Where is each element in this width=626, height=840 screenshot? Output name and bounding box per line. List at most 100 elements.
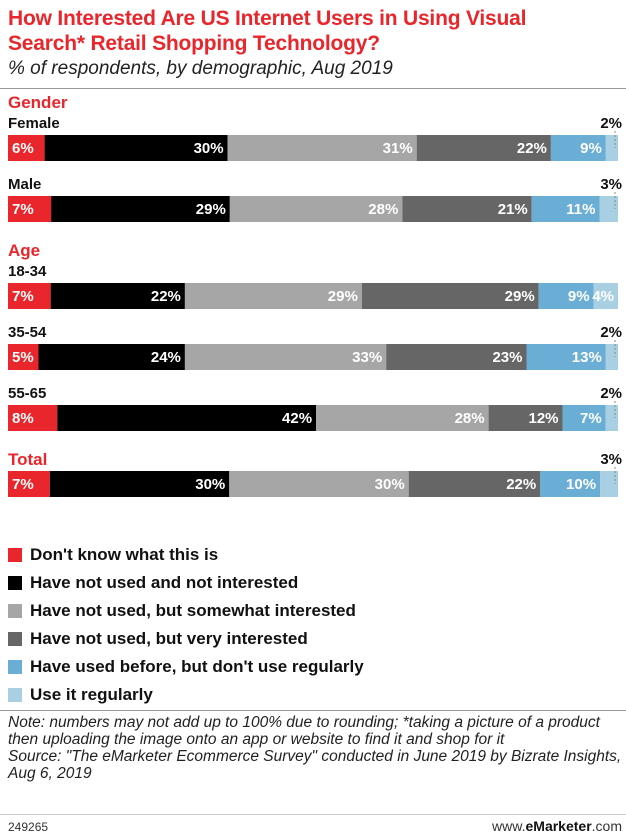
bar-segment	[8, 344, 39, 370]
group-label: Age	[8, 241, 40, 260]
data-label: 30%	[194, 140, 224, 157]
data-label: 12%	[529, 410, 559, 427]
legend-swatch	[8, 604, 22, 618]
bar-segment	[605, 135, 618, 161]
legend-item: Have not used, but somewhat interested	[8, 597, 364, 625]
bar-segment	[562, 405, 606, 431]
data-label: 21%	[498, 201, 528, 218]
data-label: 23%	[492, 349, 522, 366]
legend-swatch	[8, 688, 22, 702]
group-label: Gender	[8, 93, 68, 112]
bar-segment	[8, 135, 45, 161]
chart-legend: Don't know what this is Have not used an…	[8, 541, 364, 709]
group-label: Total	[8, 450, 47, 469]
bar-segment	[408, 471, 541, 497]
legend-label: Don't know what this is	[30, 545, 219, 564]
bar-segment	[8, 283, 51, 309]
data-label: 2%	[600, 385, 622, 402]
data-label: 30%	[375, 476, 405, 493]
bar-segment	[538, 283, 594, 309]
bar-segment	[593, 283, 618, 309]
data-label: 28%	[455, 410, 485, 427]
brand-suffix: .com	[591, 818, 622, 834]
bar-segment	[8, 196, 52, 222]
row-label: Female	[8, 115, 60, 132]
data-label: 3%	[600, 451, 622, 468]
legend-item: Don't know what this is	[8, 541, 364, 569]
data-label: 29%	[505, 288, 535, 305]
legend-swatch	[8, 632, 22, 646]
legend-item: Have not used and not interested	[8, 569, 364, 597]
brand-name: eMarketer	[525, 818, 592, 834]
data-label: 33%	[352, 349, 382, 366]
row-label: 18-34	[8, 263, 47, 280]
data-label: 8%	[12, 410, 34, 427]
bar-segment	[386, 344, 527, 370]
legend-item: Have used before, but don't use regularl…	[8, 653, 364, 681]
data-label: 29%	[196, 201, 226, 218]
row-label: 35-54	[8, 324, 47, 341]
data-label: 24%	[151, 349, 181, 366]
bar-segment	[605, 344, 618, 370]
data-label: 11%	[566, 201, 595, 218]
legend-swatch	[8, 576, 22, 590]
data-label: 7%	[12, 201, 34, 218]
legend-swatch	[8, 660, 22, 674]
bar-segment	[38, 344, 185, 370]
data-label: 9%	[568, 288, 590, 305]
legend-swatch	[8, 548, 22, 562]
data-label: 7%	[12, 476, 34, 493]
bar-segment	[599, 196, 618, 222]
brand-prefix: www.	[492, 818, 526, 834]
data-label: 10%	[566, 476, 596, 493]
data-label: 7%	[580, 410, 602, 427]
data-label: 2%	[600, 115, 622, 132]
bar-segment	[605, 405, 618, 431]
bar-segment	[50, 283, 185, 309]
data-label: 4%	[592, 288, 614, 305]
bar-segment	[227, 135, 417, 161]
bar-segment	[526, 344, 606, 370]
bar-segment	[316, 405, 489, 431]
legend-label: Use it regularly	[30, 685, 153, 704]
data-label: 42%	[282, 410, 312, 427]
bar-segment	[550, 135, 606, 161]
bar-segment	[540, 471, 601, 497]
legend-label: Have used before, but don't use regularl…	[30, 657, 364, 676]
legend-label: Have not used, but somewhat interested	[30, 601, 356, 620]
bar-segment	[8, 471, 50, 497]
legend-item: Have not used, but very interested	[8, 625, 364, 653]
chart-title-line-2: Search* Retail Shopping Technology?	[8, 32, 380, 55]
data-label: 30%	[195, 476, 225, 493]
bar-segment	[361, 283, 539, 309]
data-label: 13%	[572, 349, 602, 366]
legend-label: Have not used, but very interested	[30, 629, 308, 648]
source-line: Source: "The eMarketer Ecommerce Survey"…	[8, 748, 622, 782]
brand-logo[interactable]: www.eMarketer.com	[492, 818, 622, 834]
bar-segment	[229, 471, 409, 497]
data-label: 6%	[12, 140, 34, 157]
bar-segment	[184, 283, 362, 309]
chart-title: How Interested Are US Internet Users in …	[8, 6, 620, 56]
row-label: 55-65	[8, 385, 46, 402]
legend-label: Have not used and not interested	[30, 573, 299, 592]
bar-segment	[184, 344, 387, 370]
data-label: 5%	[12, 349, 34, 366]
footnote: Note: numbers may not add up to 100% due…	[8, 714, 600, 748]
bar-segment	[488, 405, 563, 431]
bar-segment	[229, 196, 403, 222]
data-label: 22%	[151, 288, 181, 305]
data-label: 22%	[506, 476, 536, 493]
chart-notes: Note: numbers may not add up to 100% due…	[8, 714, 624, 782]
bottom-divider	[0, 710, 626, 711]
bar-segment	[8, 405, 58, 431]
row-label: Male	[8, 176, 41, 193]
chart-id: 249265	[8, 820, 49, 834]
bar-segment	[531, 196, 600, 222]
data-label: 3%	[600, 176, 622, 193]
data-label: 7%	[12, 288, 34, 305]
bar-segment	[402, 196, 532, 222]
data-label: 22%	[517, 140, 547, 157]
bar-segment	[51, 196, 230, 222]
bar-segment	[416, 135, 551, 161]
